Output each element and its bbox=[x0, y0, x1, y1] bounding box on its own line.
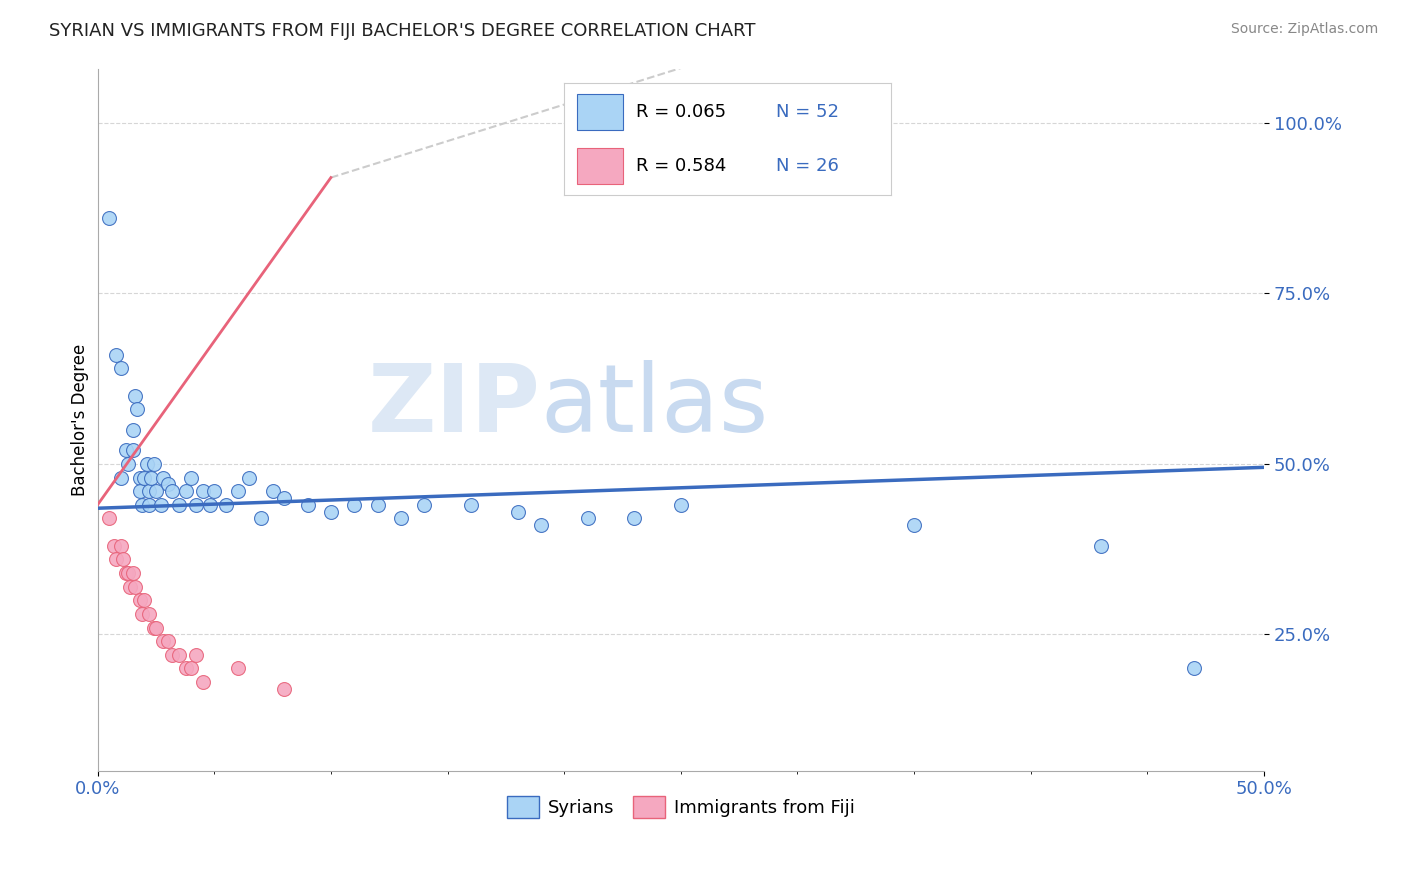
Point bbox=[1090, 539, 1112, 553]
Point bbox=[273, 681, 295, 696]
Point bbox=[506, 505, 529, 519]
Point bbox=[128, 470, 150, 484]
Point bbox=[110, 361, 132, 376]
Text: atlas: atlas bbox=[541, 359, 769, 451]
Point bbox=[191, 675, 214, 690]
Point bbox=[156, 477, 179, 491]
Point bbox=[138, 498, 160, 512]
Point bbox=[262, 484, 284, 499]
Point bbox=[156, 634, 179, 648]
Point bbox=[226, 661, 249, 675]
Text: Source: ZipAtlas.com: Source: ZipAtlas.com bbox=[1230, 22, 1378, 37]
Point bbox=[202, 484, 225, 499]
Point bbox=[138, 607, 160, 621]
Point bbox=[124, 580, 146, 594]
Point bbox=[145, 484, 167, 499]
Point bbox=[1182, 661, 1205, 675]
Point bbox=[110, 539, 132, 553]
Point bbox=[121, 566, 143, 580]
Point bbox=[128, 484, 150, 499]
Point bbox=[105, 348, 128, 362]
Y-axis label: Bachelor's Degree: Bachelor's Degree bbox=[72, 343, 89, 496]
Point bbox=[319, 505, 342, 519]
Point bbox=[669, 498, 692, 512]
Point bbox=[114, 443, 136, 458]
Point bbox=[180, 470, 202, 484]
Point bbox=[250, 511, 273, 525]
Point bbox=[112, 552, 135, 566]
Point bbox=[149, 498, 172, 512]
Point bbox=[105, 552, 128, 566]
Point bbox=[98, 211, 121, 226]
Point bbox=[114, 566, 136, 580]
Point bbox=[134, 470, 156, 484]
Text: SYRIAN VS IMMIGRANTS FROM FIJI BACHELOR'S DEGREE CORRELATION CHART: SYRIAN VS IMMIGRANTS FROM FIJI BACHELOR'… bbox=[49, 22, 755, 40]
Point bbox=[623, 511, 645, 525]
Point bbox=[413, 498, 436, 512]
Point bbox=[174, 484, 197, 499]
Point bbox=[297, 498, 319, 512]
Point bbox=[576, 511, 599, 525]
Point bbox=[131, 498, 153, 512]
Point bbox=[273, 491, 295, 505]
Point bbox=[903, 518, 925, 533]
Point bbox=[152, 634, 174, 648]
Point bbox=[215, 498, 238, 512]
Legend: Syrians, Immigrants from Fiji: Syrians, Immigrants from Fiji bbox=[499, 789, 862, 825]
Point bbox=[167, 648, 190, 662]
Point bbox=[460, 498, 482, 512]
Point bbox=[110, 470, 132, 484]
Point bbox=[134, 593, 156, 607]
Point bbox=[98, 511, 121, 525]
Point bbox=[343, 498, 366, 512]
Point bbox=[121, 423, 143, 437]
Point bbox=[367, 498, 389, 512]
Point bbox=[138, 484, 160, 499]
Point bbox=[142, 457, 165, 471]
Point bbox=[174, 661, 197, 675]
Point bbox=[117, 457, 139, 471]
Point bbox=[128, 593, 150, 607]
Point bbox=[145, 621, 167, 635]
Point bbox=[121, 443, 143, 458]
Point bbox=[389, 511, 412, 525]
Point bbox=[152, 470, 174, 484]
Point bbox=[127, 402, 149, 417]
Point bbox=[120, 580, 142, 594]
Point bbox=[142, 621, 165, 635]
Point bbox=[141, 470, 163, 484]
Point bbox=[124, 389, 146, 403]
Point bbox=[198, 498, 221, 512]
Text: ZIP: ZIP bbox=[368, 359, 541, 451]
Point bbox=[160, 484, 183, 499]
Point bbox=[117, 566, 139, 580]
Point bbox=[180, 661, 202, 675]
Point bbox=[167, 498, 190, 512]
Point bbox=[184, 498, 207, 512]
Point bbox=[184, 648, 207, 662]
Point bbox=[103, 539, 125, 553]
Point bbox=[131, 607, 153, 621]
Point bbox=[226, 484, 249, 499]
Point bbox=[135, 457, 157, 471]
Point bbox=[530, 518, 553, 533]
Point bbox=[160, 648, 183, 662]
Point bbox=[191, 484, 214, 499]
Point bbox=[238, 470, 260, 484]
